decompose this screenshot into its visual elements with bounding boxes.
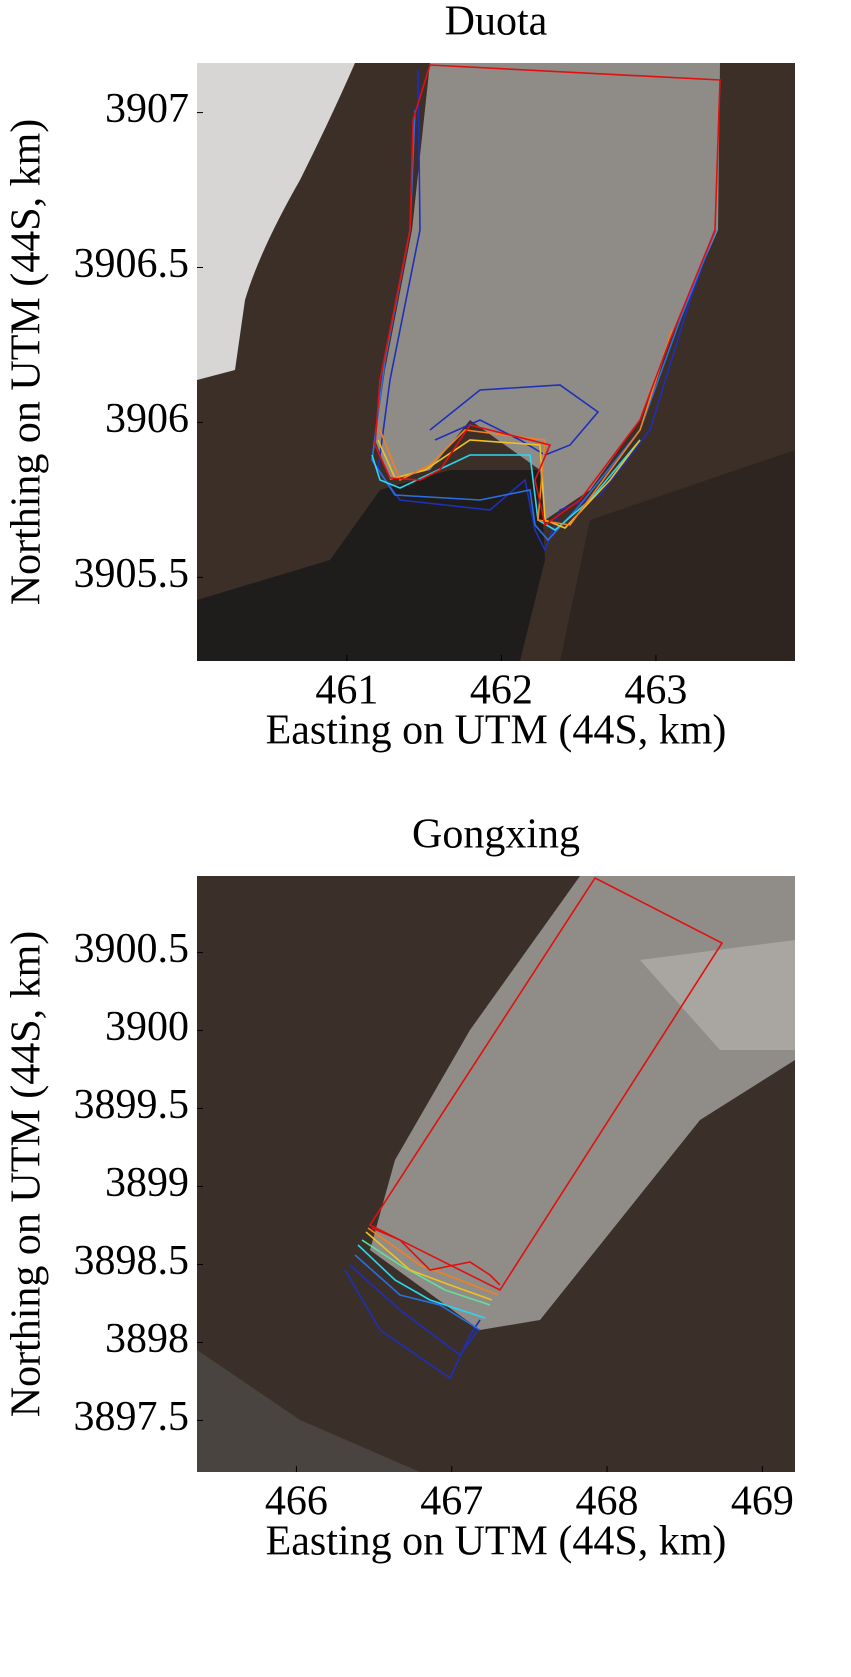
- y-tick-label: 3898.5: [74, 1238, 190, 1284]
- y-tick-label: 3906: [105, 396, 189, 442]
- y-tick-label: 3898: [105, 1316, 189, 1362]
- y-axis-label: Northing on UTM (44S, km): [4, 931, 50, 1418]
- y-tick-label: 3906.5: [74, 241, 190, 287]
- y-tick-label: 3899: [105, 1160, 189, 1206]
- chart-title: Duota: [445, 0, 548, 45]
- x-tick-label: 467: [420, 1479, 483, 1525]
- y-tick-label: 3900: [105, 1004, 189, 1050]
- y-tick-label: 3905.5: [74, 551, 190, 597]
- y-axis-label: Northing on UTM (44S, km): [4, 119, 50, 606]
- x-tick-label: 469: [731, 1479, 794, 1525]
- x-tick-label: 463: [624, 668, 687, 714]
- y-tick-label: 3907: [105, 86, 189, 132]
- x-tick-label: 462: [470, 668, 533, 714]
- satellite-image: [197, 63, 795, 661]
- satellite-image: [197, 876, 795, 1472]
- y-tick-label: 3899.5: [74, 1082, 190, 1128]
- x-tick-label: 466: [265, 1479, 328, 1525]
- y-tick-label: 3897.5: [74, 1394, 190, 1440]
- chart-title: Gongxing: [412, 812, 580, 858]
- y-tick-label: 3900.5: [74, 926, 190, 972]
- x-axis-label: Easting on UTM (44S, km): [266, 1519, 727, 1565]
- x-tick-label: 461: [315, 668, 378, 714]
- figure: Duota Easting on UTM (44S, km) Northing on…: [0, 0, 851, 1677]
- x-tick-label: 468: [576, 1479, 639, 1525]
- x-axis-label: Easting on UTM (44S, km): [266, 708, 727, 754]
